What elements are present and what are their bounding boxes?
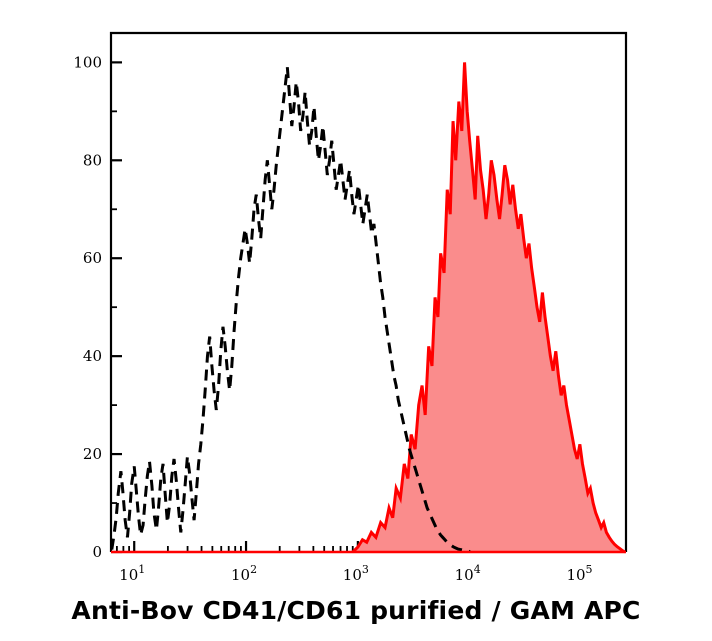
axes-frame bbox=[109, 31, 628, 552]
x-axis-label: Anti-Bov CD41/CD61 purified / GAM APC bbox=[71, 596, 641, 625]
svg-text:104: 104 bbox=[455, 563, 481, 584]
svg-text:103: 103 bbox=[343, 563, 369, 584]
series-unstained-control bbox=[110, 67, 471, 553]
svg-text:102: 102 bbox=[231, 563, 257, 584]
svg-text:60: 60 bbox=[83, 249, 102, 267]
svg-text:40: 40 bbox=[83, 347, 102, 365]
svg-text:0: 0 bbox=[92, 543, 102, 561]
svg-text:20: 20 bbox=[83, 445, 102, 463]
svg-text:101: 101 bbox=[119, 563, 145, 584]
y-axis-tick-labels: 0 20 40 60 80 100 bbox=[73, 53, 102, 561]
y-axis-ticks bbox=[111, 61, 122, 554]
x-axis-tick-labels: 101 102 103 104 105 bbox=[119, 563, 592, 584]
svg-text:100: 100 bbox=[73, 53, 102, 71]
series-sample-stained bbox=[351, 62, 626, 554]
svg-text:105: 105 bbox=[566, 563, 592, 584]
svg-text:80: 80 bbox=[83, 151, 102, 169]
